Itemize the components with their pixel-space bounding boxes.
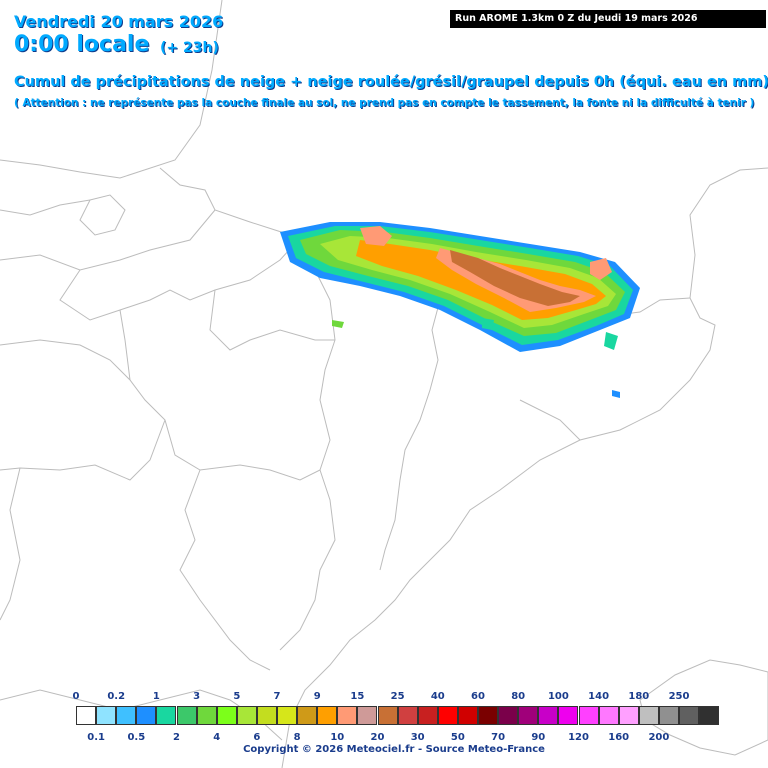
legend-tick-label: 15 <box>350 691 365 702</box>
legend-swatch <box>397 706 418 725</box>
legend-tick-label: 7 <box>273 691 281 702</box>
legend-swatch <box>377 706 398 725</box>
region-border <box>179 469 271 671</box>
legend-swatch <box>498 706 519 725</box>
legend-swatch <box>196 706 217 725</box>
legend-tick-label: 4 <box>213 732 221 743</box>
atlantic-coastline <box>0 0 223 179</box>
legend-swatch <box>96 706 117 725</box>
legend-swatch <box>236 706 257 725</box>
legend-tick-label: 5 <box>233 691 241 702</box>
legend-swatch <box>277 706 297 725</box>
legend-tick-label: 180 <box>628 691 650 702</box>
legend-tick-label: 70 <box>491 732 506 743</box>
mallorca-outline <box>639 659 768 756</box>
map-warning: ( Attention : ne représente pas la couch… <box>14 97 755 109</box>
legend-swatch <box>478 706 498 725</box>
legend-tick-label: 50 <box>450 732 465 743</box>
gulf-of-lion-coast <box>689 167 768 299</box>
region-border <box>79 194 126 236</box>
legend-tick-label: 80 <box>511 691 526 702</box>
region-border <box>0 199 91 216</box>
map-title: Cumul de précipitations de neige + neige… <box>14 74 768 90</box>
legend-swatch <box>618 706 639 725</box>
legend-tick-label: 6 <box>253 732 261 743</box>
region-border <box>209 289 335 351</box>
legend-swatch <box>417 706 438 725</box>
region-border <box>279 469 336 651</box>
legend-swatch <box>538 706 559 725</box>
legend-swatch <box>518 706 539 725</box>
legend-swatch <box>658 706 679 725</box>
region-border <box>379 265 441 571</box>
forecast-time: 0:00 locale <box>14 32 150 57</box>
legend-swatch <box>437 706 458 725</box>
legend-tick-label: 8 <box>293 732 301 743</box>
region-border <box>0 237 336 481</box>
legend-swatch <box>216 706 237 725</box>
legend-tick-label: 10 <box>330 732 345 743</box>
legend-swatch <box>297 706 318 725</box>
legend-swatch <box>176 706 197 725</box>
color-scale-legend: 0 0.2 1 3 5 7 9 15 25 40 60 80 100 140 180 250 0.1 0.5 2 4… <box>0 686 768 768</box>
catalan-coastline <box>281 297 716 768</box>
legend-swatch <box>598 706 619 725</box>
legend-tick-label: 160 <box>608 732 630 743</box>
legend-tick-label: 140 <box>588 691 610 702</box>
region-border <box>0 467 21 621</box>
forecast-date: Vendredi 20 mars 2026 <box>14 12 224 31</box>
legend-tick-label: 0.2 <box>107 691 126 702</box>
legend-tick-label: 0.1 <box>87 732 105 743</box>
legend-tick-label: 2 <box>173 732 180 743</box>
legend-swatch <box>156 706 177 725</box>
legend-swatch <box>136 706 157 725</box>
legend-tick-label: 250 <box>668 691 690 702</box>
legend-tick-label: 25 <box>390 691 405 702</box>
legend-tick-label: 120 <box>568 732 589 743</box>
legend-tick-label: 0 <box>72 691 80 702</box>
legend-tick-label: 20 <box>370 732 385 743</box>
copyright: Copyright © 2026 Meteociel.fr - Source M… <box>243 744 545 755</box>
region-border <box>0 419 166 481</box>
region-border <box>0 209 216 271</box>
legend-tick-label: 0.5 <box>127 732 146 743</box>
legend-swatch <box>699 706 720 725</box>
legend-swatch <box>578 706 599 725</box>
legend-tick-label: 30 <box>410 732 425 743</box>
legend-swatch <box>76 706 96 725</box>
legend-swatch <box>337 706 358 725</box>
legend-tick-label: 9 <box>313 691 321 702</box>
legend-swatch <box>558 706 579 725</box>
region-border <box>519 399 581 441</box>
run-info-box: Run AROME 1.3km 0 Z du Jeudi 19 mars 202… <box>450 10 766 28</box>
legend-swatch <box>116 706 137 725</box>
legend-tick-label: 3 <box>193 691 201 702</box>
legend-tick-label: 100 <box>547 691 569 702</box>
snow-accumulation-area <box>280 222 640 398</box>
legend-tick-label: 200 <box>648 732 670 743</box>
legend-tick-label: 90 <box>531 732 546 743</box>
legend-swatch <box>638 706 659 725</box>
legend-swatch <box>357 706 378 725</box>
legend-tick-label: 1 <box>152 691 160 702</box>
region-border <box>119 309 131 381</box>
lead-time: (+ 23h) <box>160 40 219 56</box>
legend-swatch <box>317 706 338 725</box>
legend-tick-label: 40 <box>430 691 445 702</box>
legend-tick-label: 60 <box>471 691 485 702</box>
legend-swatch <box>457 706 478 725</box>
region-border <box>59 237 301 321</box>
legend-swatch <box>679 706 699 725</box>
legend-swatch <box>256 706 277 725</box>
